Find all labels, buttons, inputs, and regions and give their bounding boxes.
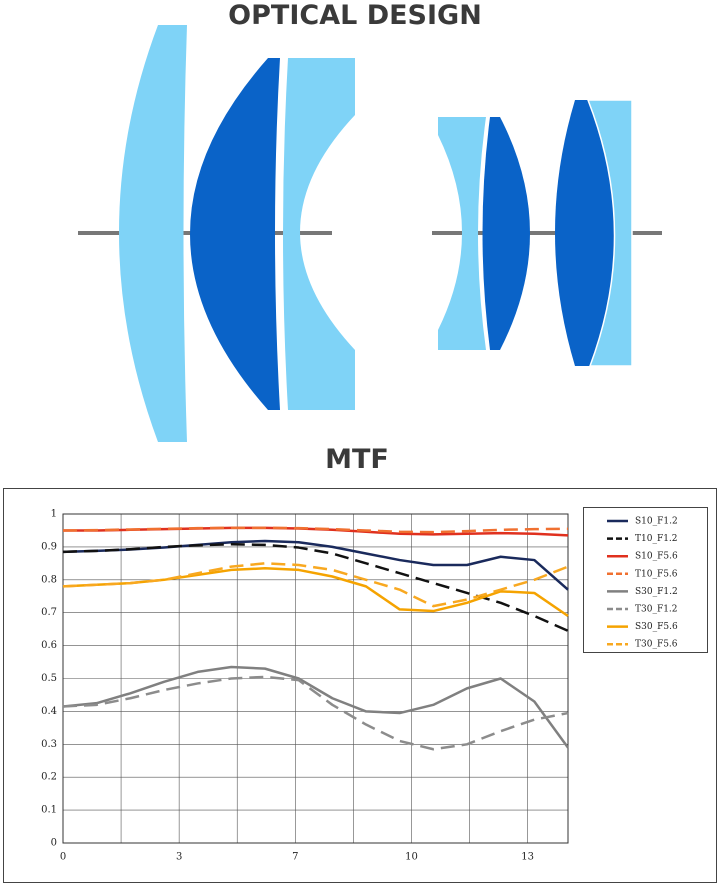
y-tick-label: 0.7 xyxy=(41,607,57,618)
y-tick-label: 0.6 xyxy=(41,640,57,651)
legend-label: S30_F5.6 xyxy=(635,622,678,632)
legend-label: T30_F1.2 xyxy=(635,605,678,615)
chart-title: MTF xyxy=(325,444,389,475)
lens xyxy=(119,25,187,442)
y-tick-label: 0 xyxy=(51,838,57,849)
heading: OPTICAL DESIGN xyxy=(228,0,482,31)
x-tick-label: 10 xyxy=(405,852,418,863)
series-line xyxy=(63,568,568,616)
legend-label: S10_F5.6 xyxy=(635,552,678,562)
page: OPTICAL DESIGN MTF 0 0.1 0.2 0.3 0.4 0.5 0.6 0.… xyxy=(0,0,720,887)
figure: OPTICAL DESIGN MTF 0 0.1 0.2 0.3 0.4 0.5 0.6 0.… xyxy=(0,0,720,887)
y-tick-label: 0.2 xyxy=(41,772,57,783)
y-tick-label: 0.5 xyxy=(41,673,57,684)
y-tick-label: 0.9 xyxy=(41,541,57,552)
y-tick-label: 0.8 xyxy=(41,574,57,585)
y-tick-label: 0.1 xyxy=(41,805,57,816)
plot: 00.10.20.30.40.50.60.70.80.910371013 xyxy=(41,509,568,863)
legend-label: T10_F1.2 xyxy=(635,534,678,544)
series-line xyxy=(63,544,568,631)
legend-label: T30_F5.6 xyxy=(635,640,678,650)
series-line xyxy=(63,563,568,606)
y-tick-label: 0.3 xyxy=(41,739,57,750)
legend-label: T10_F5.6 xyxy=(635,569,678,579)
x-tick-label: 13 xyxy=(521,852,534,863)
x-tick-label: 7 xyxy=(292,852,298,863)
legend-label: S30_F1.2 xyxy=(635,587,678,597)
legend-label: S10_F1.2 xyxy=(635,517,678,527)
x-tick-label: 3 xyxy=(176,852,182,863)
lens xyxy=(483,117,531,350)
lens-diagram xyxy=(78,25,662,442)
x-tick-label: 0 xyxy=(60,852,66,863)
lens xyxy=(190,58,280,410)
y-tick-label: 1 xyxy=(51,509,57,520)
y-tick-label: 0.4 xyxy=(41,706,57,717)
